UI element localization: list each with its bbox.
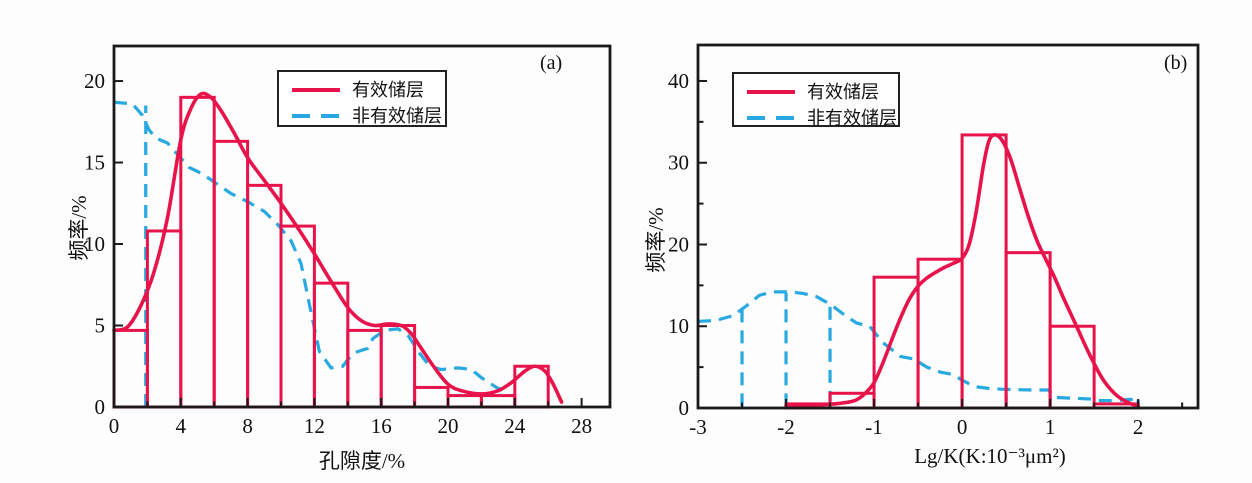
panel-b-label: (b) [1164, 52, 1188, 74]
x-tick-label: 16 [371, 414, 392, 438]
panel-b-y-axis-title: 频率/% [644, 207, 668, 273]
x-tick-label: 28 [571, 414, 592, 438]
legend-label-effective: 有效储层 [807, 82, 879, 102]
y-tick-label: 20 [668, 232, 689, 256]
effective-curve [112, 91, 564, 404]
x-tick-label: 24 [504, 414, 526, 438]
y-tick-label: 20 [84, 69, 105, 93]
legend-row-effective: 有效储层 [747, 83, 898, 101]
panel-a-plot: 0 4 8 12 16 20 24 28 0 5 10 15 20 [84, 44, 612, 438]
panel-b: -3 -2 -1 0 1 2 0 10 20 30 40 频率/% Lg/K(K:10⁻³μm²) … [626, 0, 1252, 483]
x-tick-label: 0 [109, 414, 120, 438]
histogram-bar [346, 328, 383, 409]
legend-row-non-effective: 非有效储层 [747, 109, 898, 127]
effective-histogram [784, 133, 1140, 410]
histogram-bar [246, 183, 283, 409]
histogram-bar [513, 364, 550, 409]
x-tick-label: -2 [777, 415, 795, 439]
legend-row-effective: 有效储层 [292, 81, 445, 99]
non-effective-line-swatch [747, 116, 795, 120]
y-tick-label: 10 [668, 314, 689, 338]
legend-label-non-effective: 非有效储层 [807, 108, 897, 128]
panel-b-legend: 有效储层 非有效储层 [732, 72, 900, 127]
histogram-bar [446, 394, 483, 409]
non-effective-series [113, 100, 509, 407]
legend-label-effective: 有效储层 [352, 80, 424, 100]
x-tick-label: 4 [176, 414, 187, 438]
x-tick-label: 2 [1133, 415, 1144, 439]
y-tick-label: 40 [668, 69, 689, 93]
panel-a-legend: 有效储层 非有效储层 [277, 70, 447, 127]
y-tick-label: 0 [95, 395, 106, 419]
x-tick-label: 0 [957, 415, 968, 439]
plot-border [696, 43, 1200, 410]
effective-line-swatch [292, 88, 340, 92]
x-tick-label: -3 [689, 415, 707, 439]
panel-a-y-axis-title: 频率/% [67, 195, 91, 261]
histogram-bar [112, 328, 149, 409]
x-tick-label: 1 [1045, 415, 1056, 439]
histogram-bar [279, 224, 316, 409]
x-tick-label: 8 [242, 414, 253, 438]
y-tick-label: 5 [95, 314, 106, 338]
non-effective-curve [697, 290, 1139, 403]
histogram-bar [1048, 324, 1096, 410]
non-effective-line-swatch [292, 114, 340, 118]
histogram-bar [479, 394, 517, 409]
effective-line-swatch [747, 90, 795, 94]
effective-curve [784, 133, 1140, 408]
tick-labels: 0 4 8 12 16 20 24 28 0 5 10 15 20 [84, 69, 592, 438]
panel-b-x-axis-title: Lg/K(K:10⁻³μm²) [914, 444, 1066, 468]
histogram-bar [1004, 251, 1052, 410]
legend-row-non-effective: 非有效储层 [292, 107, 445, 125]
x-tick-label: -1 [865, 415, 883, 439]
histogram-bar [413, 385, 450, 409]
histogram-bar [145, 229, 183, 409]
y-tick-label: 30 [668, 151, 689, 175]
axis-ticks [697, 79, 1184, 409]
axis-ticks [113, 80, 583, 408]
x-tick-label: 20 [438, 414, 459, 438]
histogram-bar [960, 133, 1008, 410]
x-tick-label: 12 [304, 414, 325, 438]
y-tick-label: 15 [84, 151, 105, 175]
legend-label-non-effective: 非有效储层 [352, 106, 442, 126]
panel-a-label: (a) [540, 52, 563, 74]
panel-a-x-axis-title: 孔隙度/% [318, 449, 406, 473]
y-tick-label: 10 [84, 232, 105, 256]
y-tick-label: 0 [679, 396, 690, 420]
plot-border [112, 44, 612, 409]
panel-a: 0 4 8 12 16 20 24 28 0 5 10 15 20 频率/% 孔隙度/% (a) 有效储… [67, 44, 612, 473]
histogram-bar [179, 95, 216, 409]
histogram-bar [212, 139, 250, 409]
